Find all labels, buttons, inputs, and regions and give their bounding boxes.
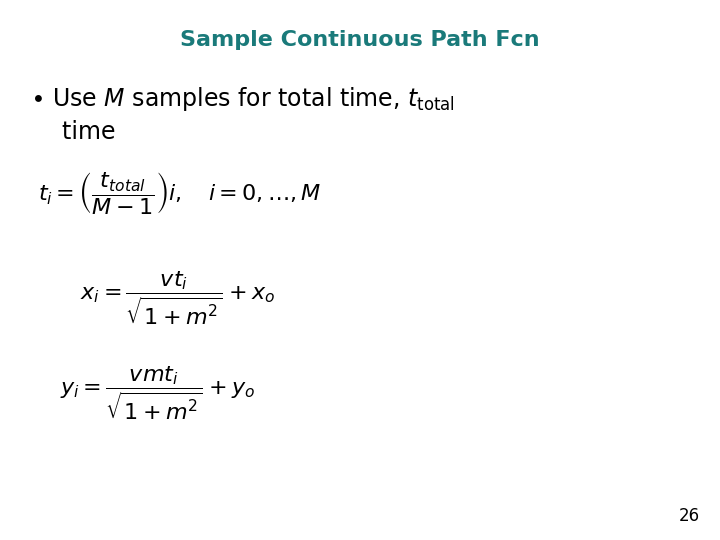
Text: Sample Continuous Path Fcn: Sample Continuous Path Fcn <box>180 30 540 50</box>
Text: $y_i = \dfrac{vmt_i}{\sqrt{1+m^2}} + y_o$: $y_i = \dfrac{vmt_i}{\sqrt{1+m^2}} + y_o… <box>60 365 255 422</box>
Text: $x_i = \dfrac{vt_i}{\sqrt{1+m^2}} + x_o$: $x_i = \dfrac{vt_i}{\sqrt{1+m^2}} + x_o$ <box>80 270 275 327</box>
Text: $\bullet$ Use $M$ samples for total time, $t_{\mathrm{total}}$: $\bullet$ Use $M$ samples for total time… <box>30 85 455 113</box>
Text: time: time <box>47 120 115 144</box>
Text: 26: 26 <box>679 507 700 525</box>
Text: $t_i = \left(\dfrac{t_{total}}{M-1}\right)i, \quad i = 0, \ldots, M$: $t_i = \left(\dfrac{t_{total}}{M-1}\righ… <box>38 170 321 216</box>
